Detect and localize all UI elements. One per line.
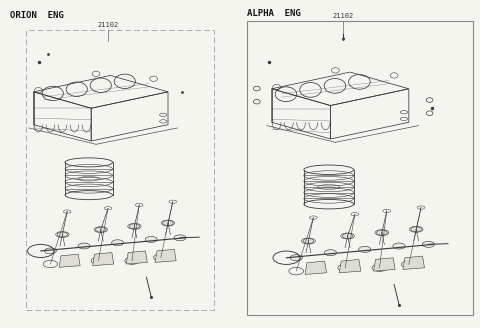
Text: 21102: 21102	[333, 13, 354, 19]
Ellipse shape	[129, 224, 140, 229]
Text: ALPHA  ENG: ALPHA ENG	[247, 9, 301, 18]
Ellipse shape	[96, 227, 106, 232]
Ellipse shape	[174, 235, 186, 241]
Bar	[247, 21, 473, 315]
Ellipse shape	[290, 255, 302, 261]
Ellipse shape	[342, 234, 353, 238]
Ellipse shape	[111, 240, 124, 246]
Polygon shape	[59, 254, 80, 267]
Ellipse shape	[376, 230, 387, 235]
Ellipse shape	[359, 246, 371, 252]
Text: ORION  ENG: ORION ENG	[10, 11, 63, 20]
Ellipse shape	[422, 241, 434, 247]
Polygon shape	[339, 259, 361, 273]
Ellipse shape	[163, 220, 173, 226]
Polygon shape	[155, 249, 176, 262]
Polygon shape	[305, 261, 326, 275]
Ellipse shape	[78, 243, 90, 249]
Text: 21102: 21102	[97, 22, 119, 28]
Polygon shape	[403, 256, 424, 270]
Ellipse shape	[145, 236, 157, 242]
Polygon shape	[373, 258, 395, 271]
Bar	[26, 30, 214, 310]
Ellipse shape	[411, 227, 421, 232]
Polygon shape	[126, 251, 147, 264]
Ellipse shape	[57, 232, 68, 237]
Ellipse shape	[393, 243, 405, 249]
Polygon shape	[93, 253, 114, 266]
Ellipse shape	[324, 250, 336, 256]
Ellipse shape	[303, 238, 314, 243]
Ellipse shape	[44, 248, 56, 254]
